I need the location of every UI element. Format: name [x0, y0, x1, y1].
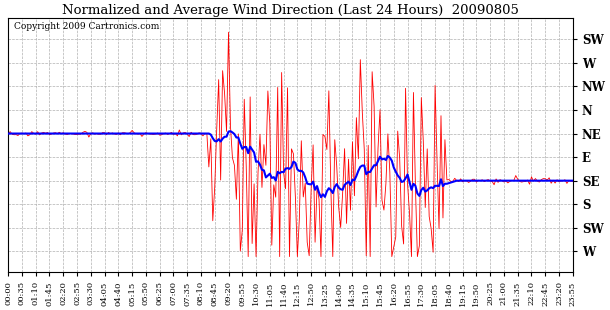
- Title: Normalized and Average Wind Direction (Last 24 Hours)  20090805: Normalized and Average Wind Direction (L…: [62, 4, 519, 17]
- Text: Copyright 2009 Cartronics.com: Copyright 2009 Cartronics.com: [14, 22, 159, 31]
